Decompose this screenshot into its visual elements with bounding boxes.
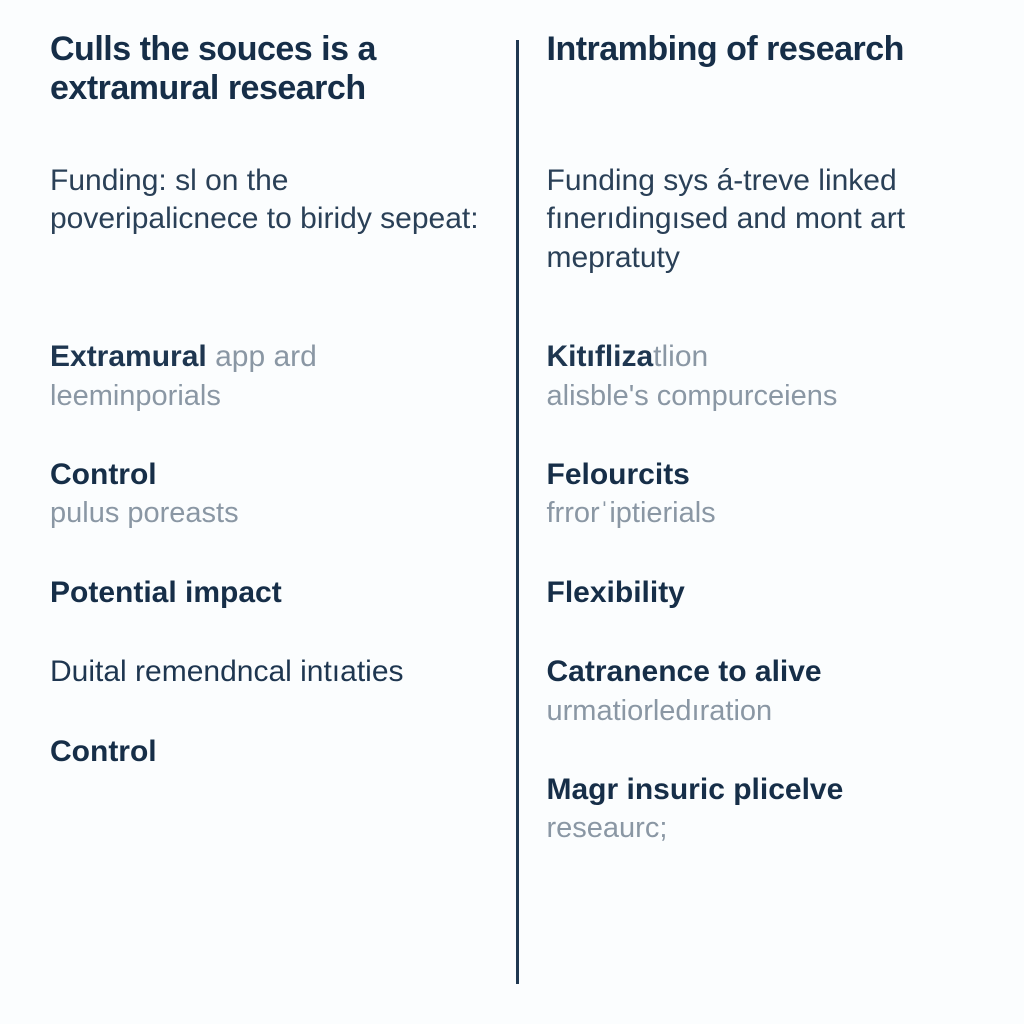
right-item-4: Magr insuric plicelve reseaurc; [547,771,985,847]
left-item-0-secondary: leeminporials [50,378,488,414]
right-item-2: Flexibility [547,574,985,612]
left-intro: Funding: sl on the poveripalicnece to bi… [50,162,488,282]
left-item-1: Control pulus poreasts [50,456,488,532]
left-item-1-primary: Control [50,456,488,494]
comparison-page: Culls the souces is a extramural researc… [0,0,1024,1024]
left-item-0: Extramural app ard leeminporials [50,338,488,414]
left-item-2-primary: Potential impact [50,574,488,612]
right-item-3-secondary: urmatiorledıration [547,693,985,729]
right-item-4-secondary: reseaurc; [547,810,985,846]
right-column: Intrambing of research Funding sys á-tre… [519,30,985,984]
right-item-0-secondary: alisble's compurceiens [547,378,985,414]
right-item-1-primary: Felourcits [547,456,985,494]
left-item-0-primary-a: Extramural [50,340,215,373]
right-item-1-secondary: frrorˈiptierials [547,495,985,531]
right-item-0-primary: Kitıflizatlion [547,338,985,376]
left-item-4: Control [50,733,488,771]
right-item-3-primary: Catranence to alive [547,653,985,691]
left-item-4-primary: Control [50,733,488,771]
right-item-2-primary: Flexibility [547,574,985,612]
right-heading: Intrambing of research [547,30,985,118]
right-item-0: Kitıflizatlion alisble's compurceiens [547,338,985,414]
right-item-3: Catranence to alive urmatiorledıration [547,653,985,729]
left-item-3-primary: Duital remendncal intıaties [50,653,488,691]
left-heading: Culls the souces is a extramural researc… [50,30,488,118]
right-item-0-primary-b: tlion [653,340,708,373]
right-item-1: Felourcits frrorˈiptierials [547,456,985,532]
left-item-3: Duital remendncal intıaties [50,653,488,691]
left-item-2: Potential impact [50,574,488,612]
left-item-0-primary-b: app ard [215,340,317,373]
left-item-1-secondary: pulus poreasts [50,495,488,531]
right-item-0-primary-a: Kitıfliza [547,340,654,373]
left-column: Culls the souces is a extramural researc… [50,30,516,984]
right-intro: Funding sys á-treve linked fınerıdingıse… [547,162,985,282]
left-item-0-primary: Extramural app ard [50,338,488,376]
right-item-4-primary: Magr insuric plicelve [547,771,985,809]
